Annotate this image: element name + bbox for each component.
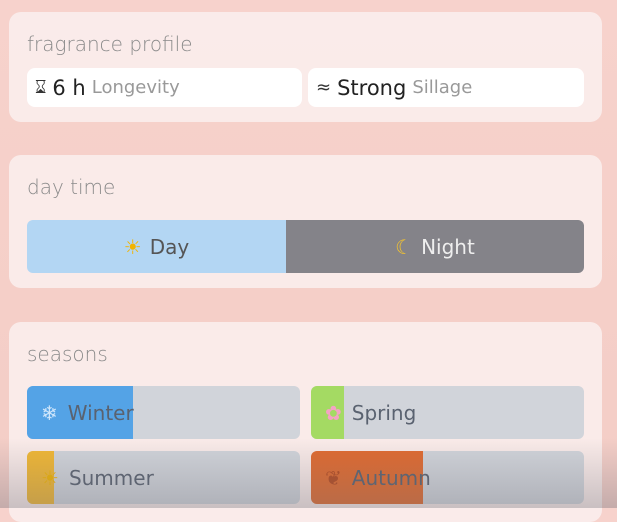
longevity-pill: ⌛︎ 6 h Longevity [27, 68, 302, 107]
waves-icon: ≈ [316, 77, 332, 98]
longevity-value: 6 h [52, 75, 86, 100]
season-label: Summer [68, 465, 154, 490]
snowflake-icon: ❄ [41, 400, 58, 425]
sillage-value: Strong [337, 75, 407, 100]
season-fill [311, 451, 423, 504]
season-winter: ❄ Winter [27, 386, 300, 439]
section-title: fragrance profile [27, 32, 193, 56]
fragrance-profile-card: fragrance profile ⌛︎ 6 h Longevity ≈ Str… [9, 12, 602, 122]
fallen-leaf-icon: ❦ [325, 465, 342, 490]
season-label: Autumn [351, 465, 431, 490]
season-autumn: ❦ Autumn [311, 451, 584, 504]
season-label: Spring [351, 400, 417, 425]
day-label: Day [149, 234, 190, 259]
season-fill [27, 451, 55, 504]
section-title: day time [27, 175, 116, 199]
day-time-card: day time ☀ Day ☾ Night [9, 155, 602, 288]
longevity-label: Longevity [91, 77, 180, 98]
night-segment[interactable]: ☾ Night [286, 220, 584, 273]
seasons-card: seasons ❄ Winter ✿ Spring ☀ Summer ❦ Autumn [9, 322, 602, 522]
night-label: Night [421, 234, 475, 259]
sillage-pill: ≈ Strong Sillage [308, 68, 584, 107]
day-night-bar: ☀ Day ☾ Night [27, 220, 584, 273]
season-summer: ☀ Summer [27, 451, 300, 504]
season-fill [311, 386, 344, 439]
sillage-label: Sillage [412, 77, 473, 98]
season-spring: ✿ Spring [311, 386, 584, 439]
season-fill [27, 386, 134, 439]
section-title: seasons [27, 342, 108, 366]
season-label: Winter [67, 400, 134, 425]
day-segment[interactable]: ☀ Day [27, 220, 286, 273]
hourglass-icon: ⌛︎ [35, 77, 47, 98]
blossom-icon: ✿ [325, 400, 342, 425]
moon-icon: ☾ [395, 234, 414, 259]
sun-icon: ☀ [123, 234, 142, 259]
sun-icon: ☀ [41, 465, 59, 490]
